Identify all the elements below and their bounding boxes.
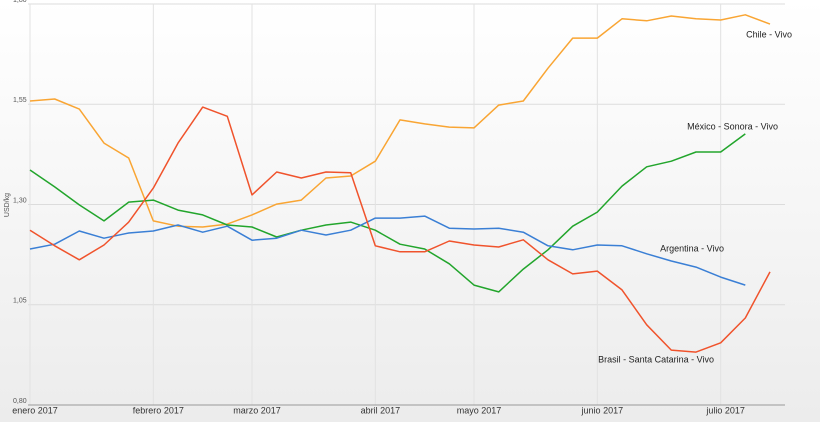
x-tick-label: junio 2017 <box>581 405 624 415</box>
x-tick-label: abril 2017 <box>361 405 401 415</box>
x-tick-label: julio 2017 <box>705 405 745 415</box>
series-label: Chile - Vivo <box>746 29 792 39</box>
y-tick-label: 1,80 <box>13 0 27 4</box>
y-tick-label: 1,30 <box>13 197 27 204</box>
x-tick-label: marzo 2017 <box>233 405 281 415</box>
y-tick-label: 1,55 <box>13 97 27 104</box>
series-line <box>29 106 771 353</box>
y-tick-label: 0,80 <box>13 398 27 405</box>
x-tick-label: mayo 2017 <box>457 405 502 415</box>
y-axis-label: USD/kg <box>4 193 11 217</box>
series-label: Argentina - Vivo <box>660 243 724 253</box>
series-line <box>29 215 746 286</box>
series-label: México - Sonora - Vivo <box>687 121 778 131</box>
x-tick-label: febrero 2017 <box>133 405 184 415</box>
series-label: Brasil - Santa Catarina - Vivo <box>598 354 714 364</box>
series-line <box>29 14 771 228</box>
y-tick-label: 1,05 <box>13 298 27 305</box>
series-line <box>29 133 746 293</box>
x-tick-label: enero 2017 <box>12 405 58 415</box>
